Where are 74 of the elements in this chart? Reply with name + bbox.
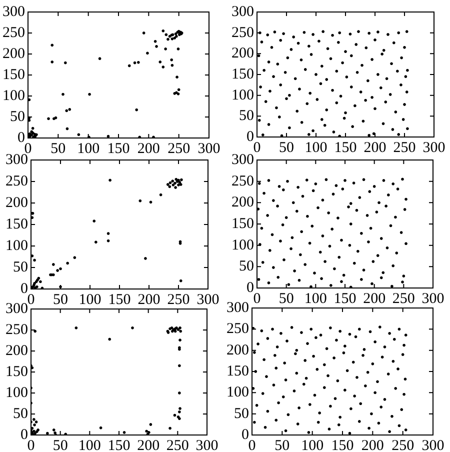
y-tick-label: 300: [232, 4, 254, 20]
x-tick-label: 250: [392, 438, 414, 452]
y-tick-label: 300: [2, 4, 25, 20]
y-tick-label: 300: [232, 152, 254, 168]
x-tick-label: 100: [304, 290, 327, 307]
y-tick-label: 100: [232, 237, 254, 254]
x-tick-label: 150: [107, 140, 130, 157]
x-tick-label: 250: [166, 438, 189, 452]
y-tick-label: 200: [226, 342, 249, 358]
y-tick-label: 150: [232, 216, 254, 232]
x-tick-label: 50: [279, 140, 294, 156]
x-tick-label: 50: [52, 438, 68, 452]
x-tick-label: 300: [422, 140, 446, 156]
x-tick-label: 100: [301, 438, 324, 452]
y-tick-label: 200: [232, 46, 254, 62]
y-tick-label: 0: [18, 130, 25, 146]
y-tick-label: 200: [6, 342, 28, 359]
y-tick-label: 0: [246, 280, 254, 296]
x-tick-label: 50: [53, 292, 68, 308]
x-tick-label: 250: [168, 140, 190, 157]
y-tick-label: 0: [246, 128, 254, 145]
x-tick-label: 300: [422, 290, 444, 307]
y-tick-label: 250: [226, 321, 249, 338]
y-tick-label: 250: [2, 24, 25, 41]
y-tick-label: 50: [13, 259, 28, 276]
y-tick-label: 50: [239, 108, 254, 124]
y-tick-label: 250: [232, 24, 254, 41]
x-tick-label: 50: [274, 438, 290, 452]
x-tick-label: 300: [198, 140, 220, 157]
x-tick-label: 200: [138, 292, 160, 308]
y-tick-label: 50: [13, 406, 28, 422]
y-tick-label: 250: [6, 173, 28, 190]
x-tick-label: 100: [78, 438, 101, 452]
x-tick-label: 50: [278, 290, 294, 307]
y-tick-label: 200: [2, 46, 25, 62]
y-tick-label: 50: [10, 108, 25, 125]
y-tick-label: 200: [6, 194, 28, 211]
y-tick-label: 100: [226, 384, 249, 401]
x-tick-label: 200: [364, 140, 386, 156]
x-tick-label: 200: [137, 140, 160, 157]
x-tick-label: 250: [392, 290, 415, 307]
x-tick-label: 200: [361, 438, 384, 452]
y-tick-label: 50: [239, 258, 254, 275]
y-tick-label: 250: [232, 173, 254, 190]
x-tick-label: 200: [137, 438, 160, 452]
x-tick-label: 150: [108, 292, 131, 308]
y-tick-label: 100: [2, 88, 25, 104]
y-tick-label: 0: [20, 280, 28, 297]
x-tick-label: 300: [422, 438, 444, 452]
y-tick-label: 150: [226, 363, 249, 380]
y-tick-label: 50: [234, 406, 249, 422]
x-tick-label: 150: [334, 140, 357, 156]
y-tick-label: 250: [6, 322, 28, 338]
y-tick-label: 300: [6, 152, 28, 168]
x-tick-label: 100: [77, 140, 100, 157]
x-tick-label: 300: [196, 292, 220, 308]
x-tick-label: 150: [108, 438, 130, 452]
y-tick-label: 150: [6, 216, 28, 232]
y-tick-label: 150: [2, 66, 25, 83]
x-tick-label: 100: [304, 140, 328, 156]
x-tick-label: 150: [334, 290, 356, 307]
y-tick-label: 100: [6, 238, 28, 254]
y-tick-label: 150: [6, 364, 28, 380]
x-tick-label: 100: [78, 292, 102, 308]
y-tick-label: 200: [232, 194, 254, 211]
x-tick-label: 250: [167, 292, 190, 308]
x-tick-label: 50: [50, 140, 66, 157]
x-tick-label: 200: [363, 290, 386, 307]
x-tick-label: 150: [331, 438, 354, 452]
y-tick-label: 100: [232, 87, 254, 104]
x-tick-label: 300: [196, 438, 218, 452]
y-tick-label: 100: [6, 384, 28, 401]
y-tick-label: 150: [232, 66, 254, 82]
x-tick-label: 250: [393, 140, 416, 156]
